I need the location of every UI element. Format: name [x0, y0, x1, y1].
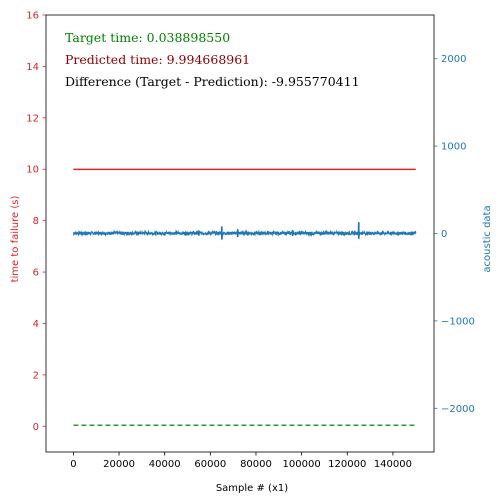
y-left-axis-label: time to failure (s): [10, 196, 21, 283]
x-tick-label: 140000: [374, 459, 412, 470]
annotation-predicted-time: Predicted time: 9.994668961: [65, 52, 250, 67]
y-right-axis-label: acoustic data: [482, 205, 493, 272]
axes: 0 20000 40000 60000 80000 100000 120000 1400000…: [26, 11, 475, 471]
y-right-tick-label: 1000: [441, 142, 466, 153]
y-left-tick-label: 10: [26, 165, 39, 176]
series-acoustic-data-line: [72, 222, 417, 240]
y-right-tick-label: −1000: [441, 316, 475, 327]
y-right-tick-label: −2000: [441, 404, 475, 415]
x-tick-label: 20000: [103, 459, 135, 470]
annotation-target-time: Target time: 0.038898550: [65, 30, 230, 45]
y-right-tick-label: 2000: [441, 54, 466, 65]
y-left-tick-label: 0: [33, 422, 39, 433]
annotation-difference: Difference (Target - Prediction): -9.955…: [65, 74, 360, 89]
x-axis-label: Sample # (x1): [216, 483, 288, 494]
x-tick-label: 0: [70, 459, 76, 470]
y-left-tick-label: 12: [26, 113, 39, 124]
y-left-tick-label: 8: [33, 216, 39, 227]
y-left-tick-label: 16: [26, 11, 39, 22]
y-left-tick-label: 6: [33, 268, 39, 279]
x-tick-label: 100000: [283, 459, 321, 470]
plot-area: [72, 168, 417, 427]
x-tick-label: 80000: [240, 459, 272, 470]
x-tick-label: 40000: [149, 459, 181, 470]
y-right-tick-label: 0: [441, 229, 447, 240]
x-tick-label: 120000: [328, 459, 366, 470]
y-left-tick-label: 4: [33, 319, 39, 330]
y-left-tick-label: 14: [26, 62, 39, 73]
x-tick-label: 60000: [194, 459, 226, 470]
y-left-tick-label: 2: [33, 370, 39, 381]
